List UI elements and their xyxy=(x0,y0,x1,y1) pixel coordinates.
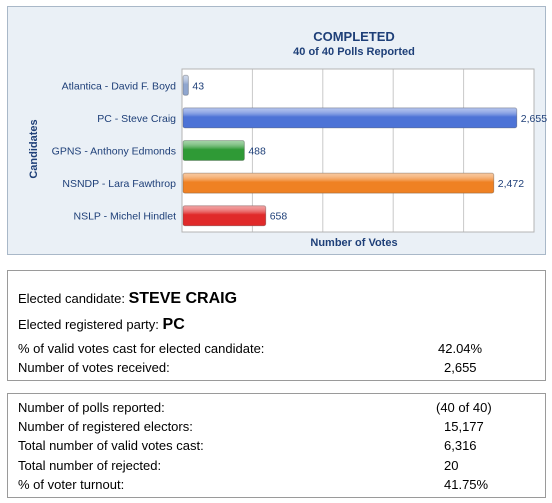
riding-stats-box: Number of polls reported: (40 of 40) Num… xyxy=(7,393,546,498)
valid-votes-value: 6,316 xyxy=(444,438,477,453)
category-label: GPNS - Anthony Edmonds xyxy=(52,146,176,158)
pct-valid-row: % of valid votes cast for elected candid… xyxy=(18,341,482,356)
elected-party-row: Elected registered party: PC xyxy=(18,316,185,334)
registered-electors-label: Number of registered electors: xyxy=(18,419,193,434)
plot-border xyxy=(181,68,535,233)
bar-highlight xyxy=(182,205,267,227)
rejected-value: 20 xyxy=(444,458,459,473)
valid-votes-row: Total number of valid votes cast: 6,316 xyxy=(18,438,477,453)
pct-valid-value: 42.04% xyxy=(438,341,483,356)
elected-candidate-row: Elected candidate: STEVE CRAIG xyxy=(18,290,237,308)
x-axis-label: Number of Votes xyxy=(310,237,397,249)
value-label: 43 xyxy=(192,80,204,92)
bar-highlight xyxy=(182,107,518,129)
polls-reported-label: Number of polls reported: xyxy=(18,400,165,415)
registered-electors-row: Number of registered electors: 15,177 xyxy=(18,419,484,434)
votes-received-value: 2,655 xyxy=(444,360,477,375)
pct-valid-label: % of valid votes cast for elected candid… xyxy=(18,341,265,356)
value-label: 488 xyxy=(248,146,266,158)
rejected-label: Total number of rejected: xyxy=(18,458,162,473)
elected-result-box: Elected candidate: STEVE CRAIG Elected r… xyxy=(7,270,546,381)
category-label: PC - Steve Craig xyxy=(97,113,176,125)
elected-candidate-value: STEVE CRAIG xyxy=(128,290,238,307)
y-axis-label: Candidates xyxy=(28,119,40,178)
registered-electors-value: 15,177 xyxy=(444,419,484,434)
polls-reported-value: (40 of 40) xyxy=(436,400,492,415)
category-label: Atlantica - David F. Boyd xyxy=(62,80,177,92)
chart-subtitle: 40 of 40 Polls Reported xyxy=(293,46,415,58)
category-label: NSNDP - Lara Fawthrop xyxy=(62,178,176,190)
polls-reported-row: Number of polls reported: (40 of 40) xyxy=(18,400,492,415)
bar-highlight xyxy=(182,140,245,161)
elected-party-label: Elected registered party: xyxy=(18,317,159,332)
category-label: NSLP - Michel Hindlet xyxy=(73,211,176,223)
results-chart-panel: COMPLETED 40 of 40 Polls Reported Atlant… xyxy=(7,6,547,255)
bar-highlight xyxy=(182,74,189,96)
chart-title: COMPLETED xyxy=(313,29,395,44)
results-bar-chart: COMPLETED 40 of 40 Polls Reported Atlant… xyxy=(28,29,547,249)
votes-received-row: Number of votes received: 2,655 xyxy=(18,360,477,375)
elected-candidate-label: Elected candidate: xyxy=(18,291,125,306)
turnout-label: % of voter turnout: xyxy=(18,477,125,492)
rejected-row: Total number of rejected: 20 xyxy=(18,458,458,473)
value-label: 2,472 xyxy=(498,178,524,190)
turnout-row: % of voter turnout: 41.75% xyxy=(18,477,488,492)
elected-party-value: PC xyxy=(162,316,185,333)
bar-highlight xyxy=(182,172,495,194)
valid-votes-label: Total number of valid votes cast: xyxy=(18,438,204,453)
value-label: 2,655 xyxy=(521,113,547,125)
value-label: 658 xyxy=(270,211,288,223)
turnout-value: 41.75% xyxy=(444,477,489,492)
votes-received-label: Number of votes received: xyxy=(18,360,170,375)
